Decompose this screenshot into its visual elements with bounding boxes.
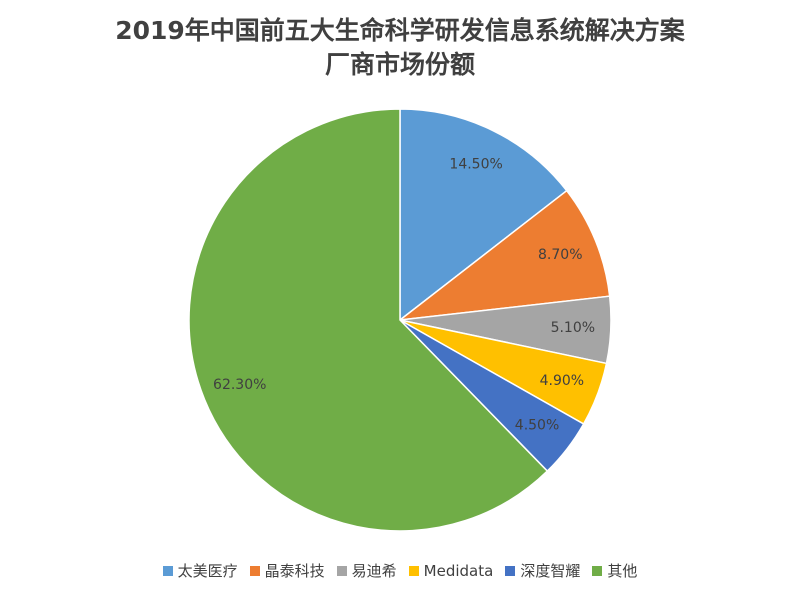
data-label: 4.90% bbox=[540, 373, 584, 389]
pie-slice bbox=[188, 108, 549, 532]
pie-slice bbox=[399, 108, 568, 322]
legend-swatch bbox=[162, 565, 173, 576]
data-label: 62.30% bbox=[213, 377, 266, 393]
data-label: 5.10% bbox=[551, 320, 595, 336]
legend-label: Medidata bbox=[423, 561, 494, 580]
pie-slice bbox=[397, 189, 611, 322]
legend-item: 太美医疗 bbox=[162, 560, 238, 581]
legend-label: 其他 bbox=[607, 562, 638, 580]
legend-swatch bbox=[249, 565, 260, 576]
legend-item: 深度智耀 bbox=[505, 560, 580, 581]
title-line: 2019年中国前五大生命科学研发信息系统解决方案 bbox=[115, 16, 685, 45]
data-label: 8.70% bbox=[538, 247, 582, 263]
legend-swatch bbox=[408, 565, 419, 576]
legend-item: 晶泰科技 bbox=[249, 560, 325, 581]
data-label: 4.50% bbox=[515, 418, 559, 434]
legend: 太美医疗 晶泰科技 易迪希 Medidata 深度智耀 其他 bbox=[0, 560, 800, 581]
data-label: 14.50% bbox=[449, 157, 502, 173]
legend-item: 易迪希 bbox=[336, 560, 397, 581]
title-line: 厂商市场份额 bbox=[324, 50, 475, 79]
legend-swatch bbox=[505, 565, 516, 576]
chart-title: 2019年中国前五大生命科学研发信息系统解决方案 厂商市场份额 bbox=[0, 14, 800, 82]
legend-label: 太美医疗 bbox=[177, 562, 238, 580]
legend-swatch bbox=[336, 565, 347, 576]
legend-label: 晶泰科技 bbox=[264, 562, 325, 580]
legend-label: 易迪希 bbox=[351, 562, 397, 580]
legend-label: 深度智耀 bbox=[520, 562, 581, 580]
legend-swatch bbox=[592, 565, 603, 576]
legend-item: Medidata bbox=[408, 560, 494, 581]
legend-item: 其他 bbox=[592, 560, 637, 581]
